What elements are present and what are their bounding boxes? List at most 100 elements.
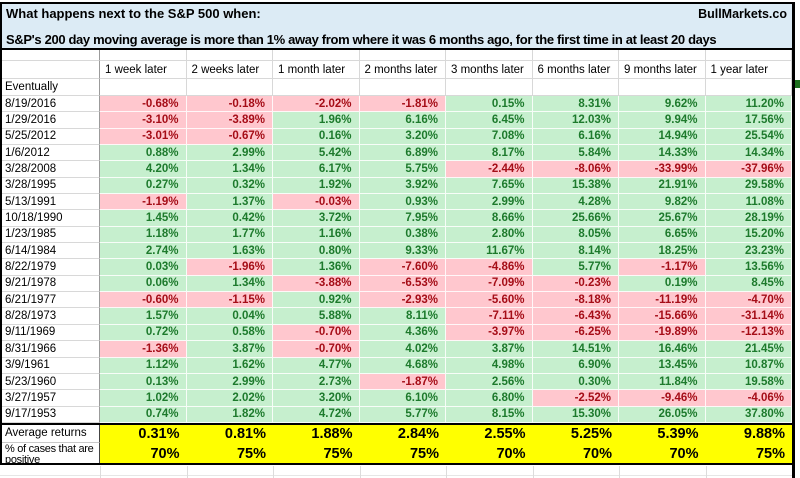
return-value-cell[interactable]: 6.16% [532, 128, 619, 146]
return-value-cell[interactable]: 1.77% [186, 226, 273, 244]
return-value-cell[interactable]: -3.89% [186, 112, 273, 129]
return-value-cell[interactable]: -4.86% [446, 259, 533, 276]
return-value-cell[interactable]: 2.73% [273, 373, 360, 391]
date-label-cell[interactable]: 5/25/2012 [2, 128, 100, 146]
return-value-cell[interactable]: 0.32% [186, 177, 273, 195]
return-value-cell[interactable]: 25.67% [619, 210, 706, 227]
return-value-cell[interactable]: 16.46% [619, 341, 706, 358]
return-value-cell[interactable]: 8.31% [532, 96, 619, 113]
column-header-cell[interactable]: 1 month later [273, 61, 360, 79]
date-label-cell[interactable]: 3/9/1961 [2, 357, 100, 374]
return-value-cell[interactable]: -0.70% [273, 324, 360, 342]
return-value-cell[interactable]: -0.60% [100, 292, 187, 309]
percent-positive-cell[interactable]: 70% [532, 442, 619, 464]
blank-cell[interactable] [186, 79, 273, 96]
return-value-cell[interactable]: 2.99% [446, 194, 533, 211]
eventually-label-cell[interactable]: Eventually [2, 79, 100, 96]
return-value-cell[interactable]: 0.92% [273, 292, 360, 309]
return-value-cell[interactable]: -2.93% [359, 292, 446, 309]
return-value-cell[interactable]: 8.45% [705, 275, 792, 293]
column-header-cell[interactable]: 1 week later [100, 61, 187, 79]
return-value-cell[interactable]: -0.03% [273, 194, 360, 211]
return-value-cell[interactable]: -37.96% [705, 161, 792, 178]
blank-cell[interactable] [619, 79, 706, 96]
return-value-cell[interactable]: 7.95% [359, 210, 446, 227]
date-label-cell[interactable]: 9/11/1969 [2, 324, 100, 342]
return-value-cell[interactable]: 4.77% [273, 357, 360, 374]
return-value-cell[interactable]: -15.66% [619, 308, 706, 325]
return-value-cell[interactable]: 15.20% [705, 226, 792, 244]
return-value-cell[interactable]: 0.72% [100, 324, 187, 342]
return-value-cell[interactable]: 1.34% [186, 161, 273, 178]
return-value-cell[interactable]: 10.87% [705, 357, 792, 374]
return-value-cell[interactable]: -31.14% [705, 308, 792, 325]
title-cell[interactable]: What happens next to the S&P 500 when: B… [0, 2, 792, 50]
return-value-cell[interactable]: -0.70% [273, 341, 360, 358]
return-value-cell[interactable]: -9.46% [619, 390, 706, 407]
return-value-cell[interactable]: 0.27% [100, 177, 187, 195]
return-value-cell[interactable]: 2.74% [100, 243, 187, 260]
return-value-cell[interactable]: 8.11% [359, 308, 446, 325]
date-label-cell[interactable]: 10/18/1990 [2, 210, 100, 227]
return-value-cell[interactable]: 14.94% [619, 128, 706, 146]
return-value-cell[interactable]: 3.87% [446, 341, 533, 358]
return-value-cell[interactable]: 14.51% [532, 341, 619, 358]
return-value-cell[interactable]: 2.02% [186, 390, 273, 407]
return-value-cell[interactable]: 0.80% [273, 243, 360, 260]
return-value-cell[interactable]: 6.89% [359, 145, 446, 162]
return-value-cell[interactable]: 4.98% [446, 357, 533, 374]
return-value-cell[interactable]: 18.25% [619, 243, 706, 260]
return-value-cell[interactable]: -0.67% [186, 128, 273, 146]
return-value-cell[interactable]: -6.43% [532, 308, 619, 325]
return-value-cell[interactable]: -3.10% [100, 112, 187, 129]
blank-cell[interactable] [705, 79, 792, 96]
return-value-cell[interactable]: 1.96% [273, 112, 360, 129]
blank-cell[interactable] [359, 79, 446, 96]
return-value-cell[interactable]: 4.36% [359, 324, 446, 342]
return-value-cell[interactable]: 0.58% [186, 324, 273, 342]
return-value-cell[interactable]: 0.38% [359, 226, 446, 244]
blank-cell[interactable] [273, 79, 360, 96]
return-value-cell[interactable]: 11.67% [446, 243, 533, 260]
return-value-cell[interactable]: 4.20% [100, 161, 187, 178]
return-value-cell[interactable]: 7.65% [446, 177, 533, 195]
empty-cell[interactable] [273, 50, 360, 61]
empty-cell[interactable] [532, 50, 619, 61]
return-value-cell[interactable]: 2.99% [186, 373, 273, 391]
return-value-cell[interactable]: 6.45% [446, 112, 533, 129]
return-value-cell[interactable]: 4.28% [532, 194, 619, 211]
return-value-cell[interactable]: 14.34% [705, 145, 792, 162]
return-value-cell[interactable]: 0.15% [446, 96, 533, 113]
return-value-cell[interactable]: 6.80% [446, 390, 533, 407]
date-label-cell[interactable]: 6/14/1984 [2, 243, 100, 260]
percent-positive-cell[interactable]: 75% [273, 442, 360, 464]
return-value-cell[interactable]: 1.92% [273, 177, 360, 195]
return-value-cell[interactable]: 1.18% [100, 226, 187, 244]
date-label-cell[interactable]: 3/28/2008 [2, 161, 100, 178]
percent-positive-cell[interactable]: 70% [619, 442, 706, 464]
return-value-cell[interactable]: 0.03% [100, 259, 187, 276]
average-return-cell[interactable]: 9.88% [705, 424, 792, 443]
return-value-cell[interactable]: 5.42% [273, 145, 360, 162]
return-value-cell[interactable]: 25.66% [532, 210, 619, 227]
return-value-cell[interactable]: 2.99% [186, 145, 273, 162]
average-return-cell[interactable]: 0.81% [186, 424, 273, 443]
average-return-cell[interactable]: 2.55% [446, 424, 533, 443]
return-value-cell[interactable]: 0.88% [100, 145, 187, 162]
return-value-cell[interactable]: 26.05% [619, 406, 706, 423]
return-value-cell[interactable]: 0.30% [532, 373, 619, 391]
return-value-cell[interactable]: 8.14% [532, 243, 619, 260]
return-value-cell[interactable]: -3.97% [446, 324, 533, 342]
return-value-cell[interactable]: 13.56% [705, 259, 792, 276]
return-value-cell[interactable]: 13.45% [619, 357, 706, 374]
return-value-cell[interactable]: 3.87% [186, 341, 273, 358]
return-value-cell[interactable]: -8.18% [532, 292, 619, 309]
date-label-cell[interactable]: 8/28/1973 [2, 308, 100, 325]
return-value-cell[interactable]: 1.12% [100, 357, 187, 374]
return-value-cell[interactable]: 14.33% [619, 145, 706, 162]
return-value-cell[interactable]: 8.15% [446, 406, 533, 423]
average-return-cell[interactable]: 2.84% [359, 424, 446, 443]
blank-cell[interactable] [100, 79, 187, 96]
percent-positive-cell[interactable]: 75% [705, 442, 792, 464]
average-return-cell[interactable]: 0.31% [100, 424, 187, 443]
